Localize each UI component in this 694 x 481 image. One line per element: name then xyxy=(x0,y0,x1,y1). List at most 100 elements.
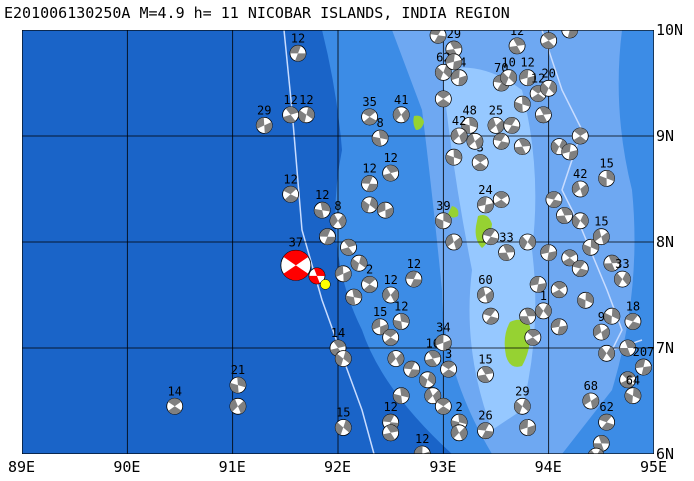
depth-label: 1 xyxy=(540,289,547,303)
beachball-compression xyxy=(582,239,599,256)
focal-mechanism xyxy=(503,117,521,134)
depth-label: 12 xyxy=(299,93,313,107)
focal-mechanism: 12 xyxy=(361,162,379,193)
focal-mechanism xyxy=(334,350,352,368)
depth-label: 26 xyxy=(478,409,492,423)
beachball-compression xyxy=(168,398,182,415)
beachball-compression xyxy=(561,30,578,38)
beachball-compression xyxy=(298,107,315,123)
beachball-compression xyxy=(483,308,499,325)
beachball-compression xyxy=(530,276,547,293)
focal-mechanism: 48 xyxy=(461,103,479,134)
focal-mechanism: 12 xyxy=(382,151,400,182)
longitude-label: 94E xyxy=(534,458,562,476)
beachball-compression xyxy=(519,308,536,325)
focal-mechanism xyxy=(619,371,637,389)
focal-mechanism xyxy=(524,328,542,346)
beachball-compression xyxy=(308,267,325,284)
beachball-compression xyxy=(445,41,462,58)
beachball-compression xyxy=(593,324,610,340)
focal-mechanism xyxy=(345,288,363,306)
beachball-compression xyxy=(393,387,410,404)
focal-mechanism xyxy=(535,106,552,124)
focal-mechanism: 12 xyxy=(519,56,537,87)
latitude-label: 7N xyxy=(656,339,675,357)
beachball-compression xyxy=(598,170,615,187)
focal-mechanism xyxy=(434,90,452,108)
focal-mechanism: 15 xyxy=(334,406,352,436)
beachball-compression xyxy=(372,318,389,335)
depth-label: 48 xyxy=(462,103,476,117)
beachball-compression xyxy=(451,69,468,86)
beachball-compression xyxy=(377,202,394,219)
beachball-compression xyxy=(335,419,352,436)
depth-label: 207 xyxy=(633,345,654,359)
depth-label: 2 xyxy=(366,262,373,276)
focal-mechanism: 29 xyxy=(445,30,463,58)
longitude-label: 95E xyxy=(640,458,668,476)
focal-mechanism: 12 xyxy=(282,172,300,203)
beachball-compression xyxy=(382,165,399,182)
depth-label: 12 xyxy=(315,188,329,202)
beachball-compression xyxy=(603,255,620,272)
focal-mechanism xyxy=(519,419,537,436)
beachball-compression xyxy=(424,388,441,403)
beachball-compression xyxy=(405,271,422,288)
beachball-compression xyxy=(572,213,589,229)
focal-mechanism: 15 xyxy=(477,353,494,383)
beachball-compression xyxy=(525,329,541,346)
beachball-compression xyxy=(593,435,610,452)
highlight-event: 37 xyxy=(280,235,326,285)
focal-mechanism xyxy=(450,424,468,442)
focal-mechanism: 26 xyxy=(477,409,494,440)
beachball-compression xyxy=(509,37,525,54)
beachball-compression xyxy=(488,117,504,133)
focal-mechanism: 12 xyxy=(405,257,423,288)
depth-label: 8 xyxy=(334,199,341,213)
focal-mechanism xyxy=(445,148,463,166)
focal-mechanism: 8 xyxy=(329,199,347,230)
beachball-compression xyxy=(393,107,410,122)
focal-mechanism: 12 xyxy=(508,30,526,55)
beachball-compression xyxy=(573,127,588,144)
depth-label: 15 xyxy=(594,215,608,229)
beachball-compression xyxy=(466,133,483,149)
beachball-compression xyxy=(477,196,494,213)
depth-label: 35 xyxy=(362,95,376,109)
focal-mechanism: 12 xyxy=(382,273,400,304)
focal-mechanism: 21 xyxy=(229,363,247,394)
beachball-compression xyxy=(572,181,589,197)
beachball-compression xyxy=(382,287,399,303)
beachball-compression xyxy=(477,366,494,383)
focal-mechanism xyxy=(513,138,531,155)
focal-mechanism: 39 xyxy=(434,199,452,230)
beachball-compression xyxy=(477,422,494,439)
map-frame: 12 12 12 29 12 12 8 2 12 12 12 35 8 41 12 14 15 12 16 34 3 12… xyxy=(21,29,655,455)
focal-mechanism xyxy=(229,397,247,415)
beachball-compression xyxy=(540,244,557,261)
beachball-compression xyxy=(329,213,346,228)
beachball-compression xyxy=(361,175,378,192)
focal-mechanism xyxy=(592,434,610,452)
beachball-compression xyxy=(229,398,246,414)
plate-boundary-east xyxy=(541,30,643,352)
focal-mechanism xyxy=(466,132,484,150)
focal-mechanism xyxy=(582,238,600,256)
beachball-compression xyxy=(556,207,573,224)
beachball-compression xyxy=(419,372,436,388)
beachball-compression xyxy=(403,361,420,378)
depth-label: 12 xyxy=(383,400,397,414)
longitude-label: 93E xyxy=(429,458,457,476)
beachball-compression xyxy=(435,334,452,351)
focal-mechanism: 12 xyxy=(392,300,410,330)
depth-label: 12 xyxy=(520,56,534,70)
focal-mechanism xyxy=(387,350,405,368)
focal-mechanism xyxy=(376,201,394,219)
depth-label: 12 xyxy=(383,273,397,287)
focal-mechanism xyxy=(519,233,537,251)
focal-mechanism xyxy=(571,212,589,230)
beachball-compression xyxy=(351,255,368,271)
focal-mechanism xyxy=(492,132,510,150)
beachball-compression xyxy=(461,117,478,134)
